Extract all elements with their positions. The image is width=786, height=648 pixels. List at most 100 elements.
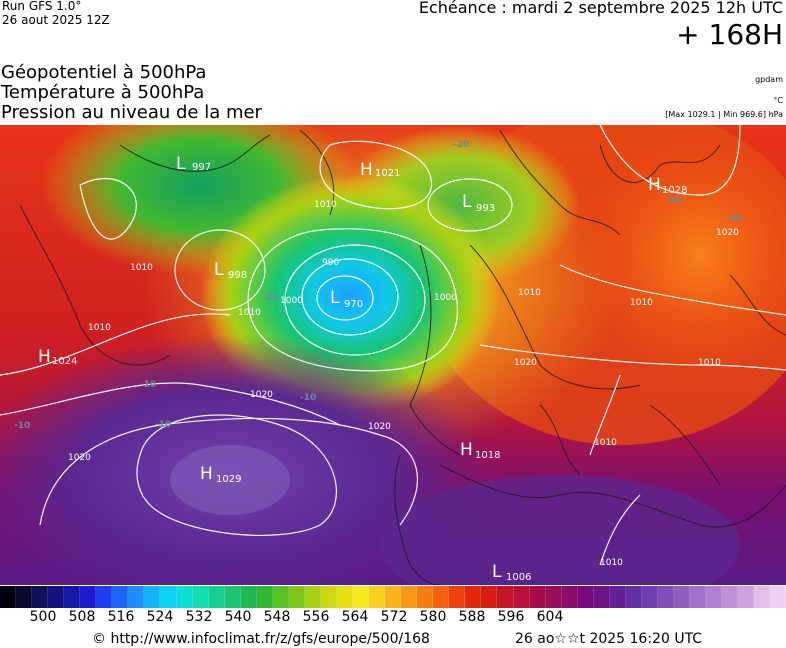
pressure-center-letter: H xyxy=(38,347,51,367)
colorbar-swatch xyxy=(112,586,129,608)
temperature-labels: -20 -20 -20 -20 -10 -10 -10 -10 xyxy=(14,140,742,431)
colorbar-swatch xyxy=(481,586,498,608)
unit-geopotential: gpdam xyxy=(755,75,783,84)
colorbar-swatch xyxy=(48,586,65,608)
pressure-centers: L 997 H 1021 L 993 H 1028 L 998 L 970 H … xyxy=(38,154,687,583)
colorbar-swatch xyxy=(545,586,562,608)
pressure-center-value: 1028 xyxy=(662,185,687,196)
colorbar-swatch xyxy=(160,586,177,608)
isobar-label: 990 xyxy=(322,258,339,268)
colorbar-swatch xyxy=(609,586,626,608)
colorbar-swatch xyxy=(0,586,17,608)
footer-timestamp: 26 ao☆☆t 2025 16:20 UTC xyxy=(515,631,703,647)
colorbar-swatch xyxy=(417,586,434,608)
run-date: 26 aout 2025 12Z xyxy=(2,13,110,27)
colorbar-tick-label: 540 xyxy=(224,609,252,625)
pressure-center-letter: H xyxy=(648,175,661,195)
colorbar-tick-label: 500 xyxy=(29,609,57,625)
colorbar-swatch xyxy=(272,586,289,608)
colorbar-swatch xyxy=(304,586,321,608)
colorbar-swatch xyxy=(224,586,241,608)
isobar-label: 1010 xyxy=(594,438,617,448)
temperature-label: -20 xyxy=(262,293,278,303)
colorbar-swatch xyxy=(706,586,723,608)
forecast-horizon: + 168H xyxy=(676,18,783,51)
temperature-label: -10 xyxy=(14,421,30,431)
colorbar-swatch xyxy=(336,586,354,608)
temperature-label: -20 xyxy=(665,196,681,206)
temperature-label: -20 xyxy=(453,140,469,150)
pressure-center-value: 1018 xyxy=(475,450,500,461)
isobar-label: 1010 xyxy=(518,288,541,298)
colorbar-swatch xyxy=(32,586,49,608)
unit-temperature: °C xyxy=(773,96,783,105)
weather-map[interactable]: L 997 H 1021 L 993 H 1028 L 998 L 970 H … xyxy=(0,125,786,585)
colorbar-tick-label: 516 xyxy=(107,609,135,625)
pressure-center-letter: L xyxy=(176,154,186,174)
isobar-label: 1010 xyxy=(130,263,153,273)
colorbar-swatch xyxy=(192,586,209,608)
colorbar-swatch xyxy=(657,586,674,608)
pressure-center-letter: H xyxy=(460,440,473,460)
colorbar-swatch xyxy=(754,586,771,608)
colorbar-swatch xyxy=(433,586,450,608)
colorbar-swatch xyxy=(561,586,578,608)
colorbar-tick-label: 580 xyxy=(419,609,447,625)
pressure-center-letter: L xyxy=(462,192,472,212)
colorbar-swatch xyxy=(256,586,273,608)
colorbar-swatch xyxy=(353,586,370,608)
colorbar-swatch xyxy=(593,586,610,608)
pressure-center-letter: H xyxy=(360,160,373,180)
colorbar-swatch xyxy=(529,586,546,608)
colorbar-swatch xyxy=(673,586,691,608)
colorbar-ticks: 500 508 516 524 532 540 548 556 564 572 580 588 596 6… xyxy=(0,609,786,627)
title-geopotential: Géopotentiel à 500hPa xyxy=(1,62,207,83)
colorbar-tick-label: 532 xyxy=(185,609,213,625)
isobar-label: 1000 xyxy=(434,293,457,303)
colorbar-swatch xyxy=(625,586,642,608)
forecast-valid-time: Echéance : mardi 2 septembre 2025 12h UT… xyxy=(418,0,783,17)
run-label: Run GFS 1.0° xyxy=(2,0,82,13)
isobar-label: 1000 xyxy=(280,296,303,306)
title-pressure: Pression au niveau de la mer xyxy=(1,102,262,123)
colorbar-swatch xyxy=(449,586,466,608)
colorbar-swatch xyxy=(641,586,658,608)
temperature-label: -10 xyxy=(140,380,156,390)
pressure-center-letter: L xyxy=(492,562,502,582)
colorbar-swatch xyxy=(577,586,594,608)
pressure-center-letter: L xyxy=(214,260,224,280)
colorbar-swatch xyxy=(722,586,739,608)
isobar-label: 1020 xyxy=(68,453,91,463)
colorbar-swatch xyxy=(208,586,225,608)
colorbar-tick-label: 596 xyxy=(497,609,525,625)
colorbar-tick-label: 588 xyxy=(458,609,486,625)
colorbar-swatch xyxy=(738,586,755,608)
pressure-center-value: 997 xyxy=(192,162,211,173)
colorbar-swatch xyxy=(385,586,402,608)
isobar-label: 1020 xyxy=(716,228,739,238)
pressure-center-value: 993 xyxy=(476,203,495,214)
pressure-center-value: 1021 xyxy=(375,168,400,179)
colorbar-swatch xyxy=(770,586,786,608)
colorbar-tick-label: 564 xyxy=(341,609,369,625)
pressure-center-letter: L xyxy=(330,288,340,308)
pressure-center-letter: H xyxy=(200,464,213,484)
colorbar-tick-label: 548 xyxy=(263,609,291,625)
colorbar-swatch xyxy=(690,586,707,608)
colorbar-swatch xyxy=(80,586,97,608)
pressure-range: [Max 1029.1 | Min 969.6] hPa xyxy=(665,110,783,119)
isobar-label: 1010 xyxy=(88,323,111,333)
colorbar-swatch xyxy=(96,586,113,608)
isobar-labels: 1010 1010 990 1000 1000 1010 1010 1020 1… xyxy=(68,200,739,568)
colorbar-tick-label: 604 xyxy=(536,609,564,625)
pressure-center-value: 1006 xyxy=(506,572,531,583)
colorbar-swatch xyxy=(128,586,145,608)
isobar-label: 1010 xyxy=(600,558,623,568)
colorbar-swatch xyxy=(369,586,386,608)
colorbar-tick-label: 508 xyxy=(68,609,96,625)
pressure-center-value: 998 xyxy=(228,270,247,281)
colorbar-swatch xyxy=(240,586,257,608)
pressure-center-value: 970 xyxy=(344,299,363,310)
colorbar-tick-label: 524 xyxy=(146,609,174,625)
temperature-label: -20 xyxy=(726,214,742,224)
